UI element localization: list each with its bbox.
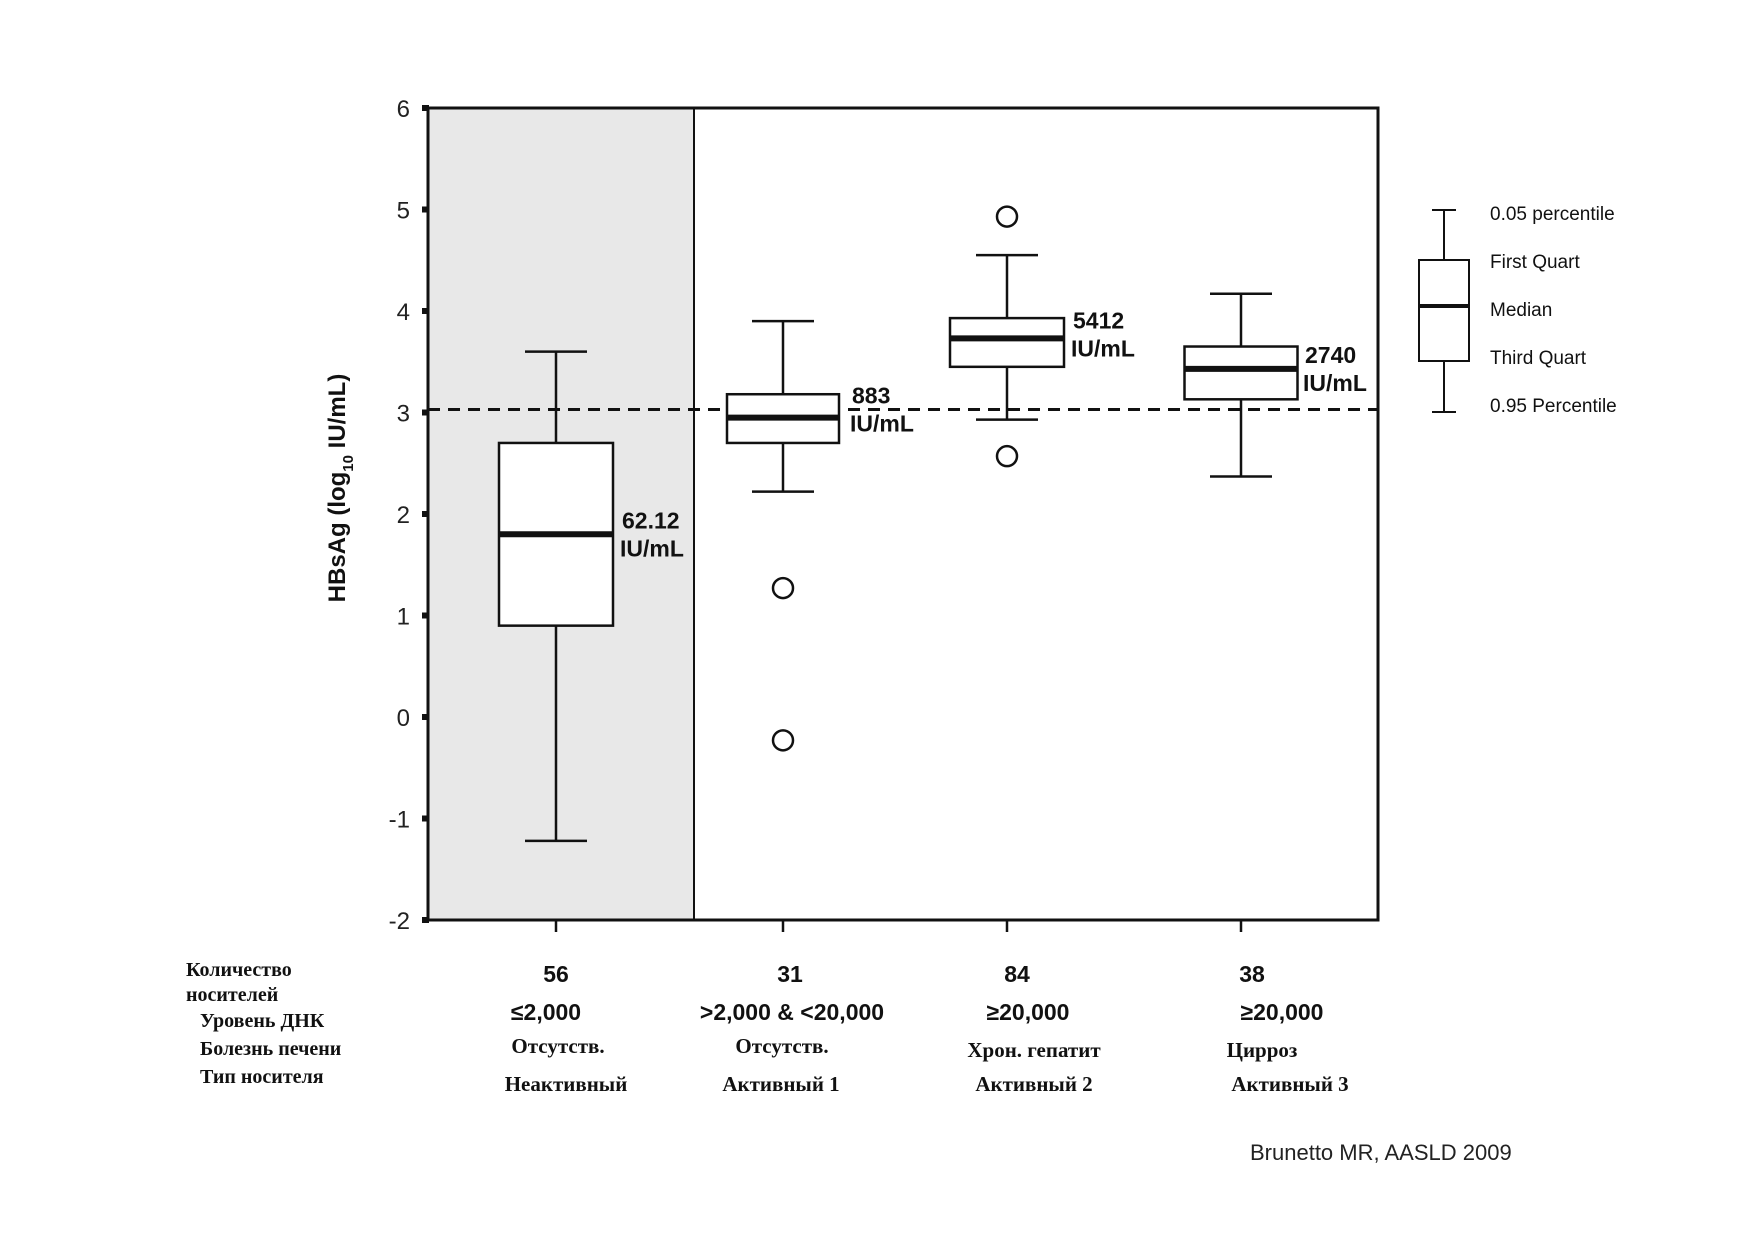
dna-level: ≤2,000 <box>511 999 581 1025</box>
y-tick-mark <box>422 815 429 822</box>
outlier-point <box>995 205 1019 228</box>
median-value-unit: IU/mL <box>1303 370 1367 396</box>
dna-level: >2,000 & <20,000 <box>700 999 884 1025</box>
median-value-label: 883 <box>852 383 890 409</box>
legend-label: First Quart <box>1490 252 1580 273</box>
carriers-count: 31 <box>777 961 803 987</box>
box-iqr <box>948 316 1066 369</box>
carriers-row: 56 31 84 38 <box>543 961 1265 987</box>
y-tick-mark <box>422 308 429 314</box>
y-tick-label: 0 <box>397 705 410 732</box>
row-label-type: Тип носителя <box>200 1066 324 1088</box>
y-axis-label-subscript: 10 <box>340 455 357 472</box>
y-axis-ticks: 6 5 4 3 2 1 0 -1 -2 <box>389 96 429 935</box>
outlier-point <box>995 444 1019 468</box>
y-axis-label-base: HBsAg (log <box>324 472 351 603</box>
legend-label: Third Quart <box>1490 348 1587 369</box>
y-tick-label: 1 <box>397 604 410 631</box>
y-axis-label-tail: IU/mL) <box>324 374 351 455</box>
legend-label: 0.95 Percentile <box>1490 396 1617 417</box>
dna-level: ≥20,000 <box>987 999 1070 1025</box>
median-value-label: 62.12 <box>622 507 680 533</box>
y-tick-label: -1 <box>389 807 410 834</box>
median-value-unit: IU/mL <box>620 535 684 561</box>
legend: 0.05 percentile First Quart Median Third… <box>1418 204 1617 417</box>
y-tick-label: 2 <box>397 502 410 529</box>
carriers-count: 38 <box>1239 961 1265 987</box>
y-tick-mark <box>422 409 429 416</box>
y-axis-label: HBsAg (log10 IU/mL) <box>324 374 357 603</box>
y-tick-mark <box>422 714 429 720</box>
x-axis-ticks <box>554 920 1243 932</box>
median-value-unit: IU/mL <box>1071 335 1135 361</box>
legend-label: Median <box>1490 300 1552 321</box>
y-tick-mark <box>422 612 429 619</box>
carrier-type: Активный 3 <box>1231 1072 1348 1096</box>
row-labels: Количество носителей Уровень ДНК Болезнь… <box>186 959 341 1088</box>
y-tick-label: 4 <box>397 299 410 326</box>
legend-label: 0.05 percentile <box>1490 204 1615 225</box>
median-value-label: 5412 <box>1073 307 1124 333</box>
box-iqr <box>1183 345 1299 401</box>
y-tick-mark <box>422 511 429 517</box>
median-value-label: 2740 <box>1305 342 1356 368</box>
carrier-type: Активный 1 <box>722 1072 839 1096</box>
liver-disease: Отсутств. <box>735 1034 828 1058</box>
carriers-count: 84 <box>1004 961 1030 987</box>
y-tick-label: 5 <box>397 198 410 225</box>
carrier-type: Неактивный <box>505 1072 628 1096</box>
carrier-type: Активный 2 <box>975 1072 1092 1096</box>
row-label-carriers: носителей <box>186 984 278 1006</box>
liver-disease: Хрон. гепатит <box>967 1038 1101 1062</box>
carriers-count: 56 <box>543 961 569 987</box>
y-tick-mark <box>422 206 429 213</box>
y-tick-label: -2 <box>389 908 410 935</box>
liver-disease: Отсутств. <box>511 1034 604 1058</box>
y-tick-label: 6 <box>397 96 410 123</box>
type-row: Неактивный Активный 1 Активный 2 Активны… <box>505 1072 1349 1096</box>
row-label-disease: Болезнь печени <box>200 1038 341 1060</box>
disease-row: Отсутств. Отсутств. Хрон. гепатит Цирроз <box>511 1034 1297 1062</box>
y-tick-mark <box>422 917 429 923</box>
median-value-unit: IU/mL <box>850 411 914 437</box>
dna-level: ≥20,000 <box>1241 999 1324 1025</box>
liver-disease: Цирроз <box>1227 1038 1298 1062</box>
source-citation: Brunetto MR, AASLD 2009 <box>1250 1140 1512 1165</box>
row-label-dna: Уровень ДНК <box>200 1010 325 1032</box>
outlier-point <box>771 729 795 752</box>
outlier-point <box>771 576 795 600</box>
y-tick-label: 3 <box>397 401 410 428</box>
dna-row: ≤2,000 >2,000 & <20,000 ≥20,000 ≥20,000 <box>511 999 1324 1025</box>
legend-box <box>1418 259 1470 362</box>
row-label-count: Количество <box>186 959 292 981</box>
y-tick-mark <box>422 105 429 111</box>
